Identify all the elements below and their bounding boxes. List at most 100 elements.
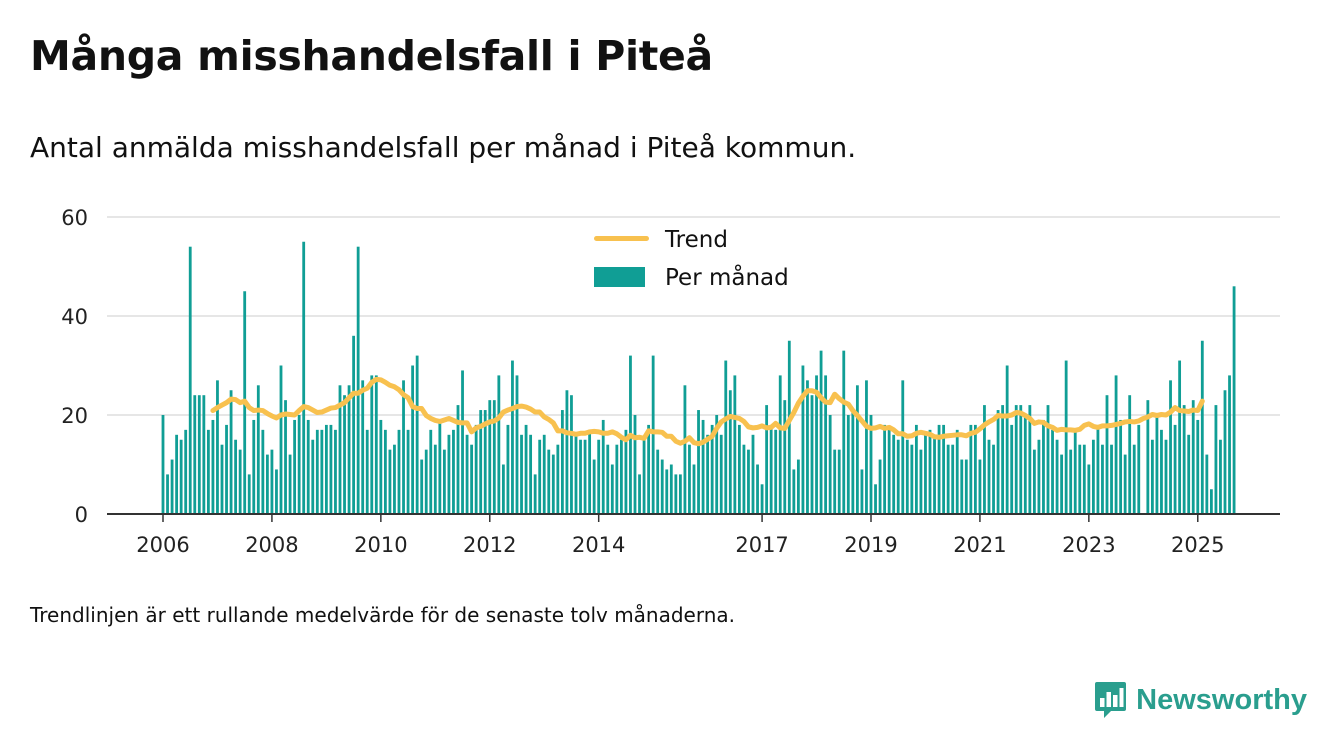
- axes: 0 20 40 60 2006 2008 2010 2012 2014 2017 2019 2021 2…: [61, 206, 1280, 557]
- bar: [1187, 434, 1191, 514]
- bar: [683, 385, 687, 514]
- bar: [638, 474, 641, 514]
- bar: [501, 464, 505, 514]
- bar: [987, 439, 991, 514]
- bar: [270, 449, 274, 514]
- bar: [433, 444, 437, 514]
- bar: [851, 410, 855, 514]
- bar: [887, 429, 891, 514]
- bar: [1137, 424, 1141, 514]
- bar: [951, 444, 955, 514]
- bar: [769, 424, 773, 514]
- bar: [678, 474, 682, 514]
- bar: [792, 469, 796, 514]
- bar: [692, 464, 696, 514]
- bar: [1150, 439, 1154, 514]
- bar: [660, 459, 664, 514]
- bar: [896, 439, 900, 514]
- y-tick-label: 20: [61, 404, 88, 428]
- bar: [615, 444, 619, 514]
- bar: [1132, 444, 1136, 514]
- x-tick-label: 2017: [735, 533, 788, 557]
- bar: [1105, 395, 1109, 514]
- bar: [787, 340, 791, 514]
- bar: [197, 395, 201, 514]
- bar: [874, 484, 877, 514]
- bar: [601, 419, 605, 514]
- brand-logo[interactable]: Newsworthy: [1094, 681, 1307, 719]
- bar: [1173, 424, 1177, 514]
- bar: [456, 405, 460, 514]
- bar: [334, 429, 337, 514]
- bar: [202, 395, 206, 514]
- bar: [438, 419, 442, 514]
- bar: [265, 454, 269, 514]
- bar: [206, 429, 210, 514]
- bar: [397, 429, 401, 514]
- bar: [302, 241, 306, 514]
- bar: [1219, 439, 1222, 514]
- bar: [1055, 439, 1059, 514]
- bar: [583, 439, 587, 514]
- bar: [669, 464, 673, 514]
- bar: [647, 424, 651, 514]
- bar: [914, 424, 918, 514]
- bar: [411, 365, 415, 514]
- bar: [470, 444, 474, 514]
- bar: [1064, 360, 1068, 514]
- y-tick-label: 0: [75, 503, 88, 527]
- x-tick-label: 2025: [1171, 533, 1224, 557]
- bar: [511, 360, 514, 514]
- bar: [579, 439, 582, 514]
- bar: [737, 424, 741, 514]
- bar: [288, 454, 292, 514]
- bar: [193, 395, 197, 514]
- bar: [924, 434, 927, 514]
- bar: [819, 350, 823, 514]
- bar: [452, 429, 455, 514]
- bar: [806, 380, 809, 514]
- bar: [1191, 400, 1195, 514]
- bar: [320, 429, 324, 514]
- bar: [978, 459, 982, 514]
- bar: [946, 444, 950, 514]
- bar: [928, 429, 932, 514]
- bar: [992, 444, 995, 514]
- bar: [1069, 449, 1073, 514]
- y-tick-label: 40: [61, 305, 88, 329]
- bar: [315, 429, 319, 514]
- bar: [356, 246, 360, 514]
- bar: [406, 429, 410, 514]
- bar: [1169, 380, 1172, 514]
- legend-trend-label: Trend: [664, 227, 728, 253]
- bar: [338, 385, 342, 514]
- legend-bar-label: Per månad: [665, 263, 789, 291]
- bar: [1051, 429, 1054, 514]
- x-tick-label: 2019: [844, 533, 897, 557]
- bar: [878, 459, 882, 514]
- bar: [1146, 400, 1150, 514]
- bar: [619, 439, 623, 514]
- bar: [1101, 444, 1104, 514]
- bar: [883, 424, 887, 514]
- chart-area: 0 20 40 60 2006 2008 2010 2012 2014 2017 2019 2021 2…: [0, 195, 1340, 570]
- bar: [728, 390, 732, 514]
- bar: [964, 459, 968, 514]
- bar: [533, 474, 537, 514]
- bar: [343, 395, 346, 514]
- legend: Trend Per månad: [594, 227, 789, 291]
- bar: [674, 474, 678, 514]
- bar: [1046, 405, 1050, 514]
- bar: [529, 434, 533, 514]
- bar: [1005, 365, 1009, 514]
- bar: [901, 380, 905, 514]
- bar: [520, 434, 523, 514]
- bar: [842, 350, 846, 514]
- x-tick-label: 2012: [463, 533, 516, 557]
- bar: [828, 415, 832, 514]
- bar: [983, 405, 986, 514]
- bar: [488, 400, 492, 514]
- bar: [905, 439, 909, 514]
- bar: [483, 410, 487, 514]
- bar: [1228, 375, 1231, 514]
